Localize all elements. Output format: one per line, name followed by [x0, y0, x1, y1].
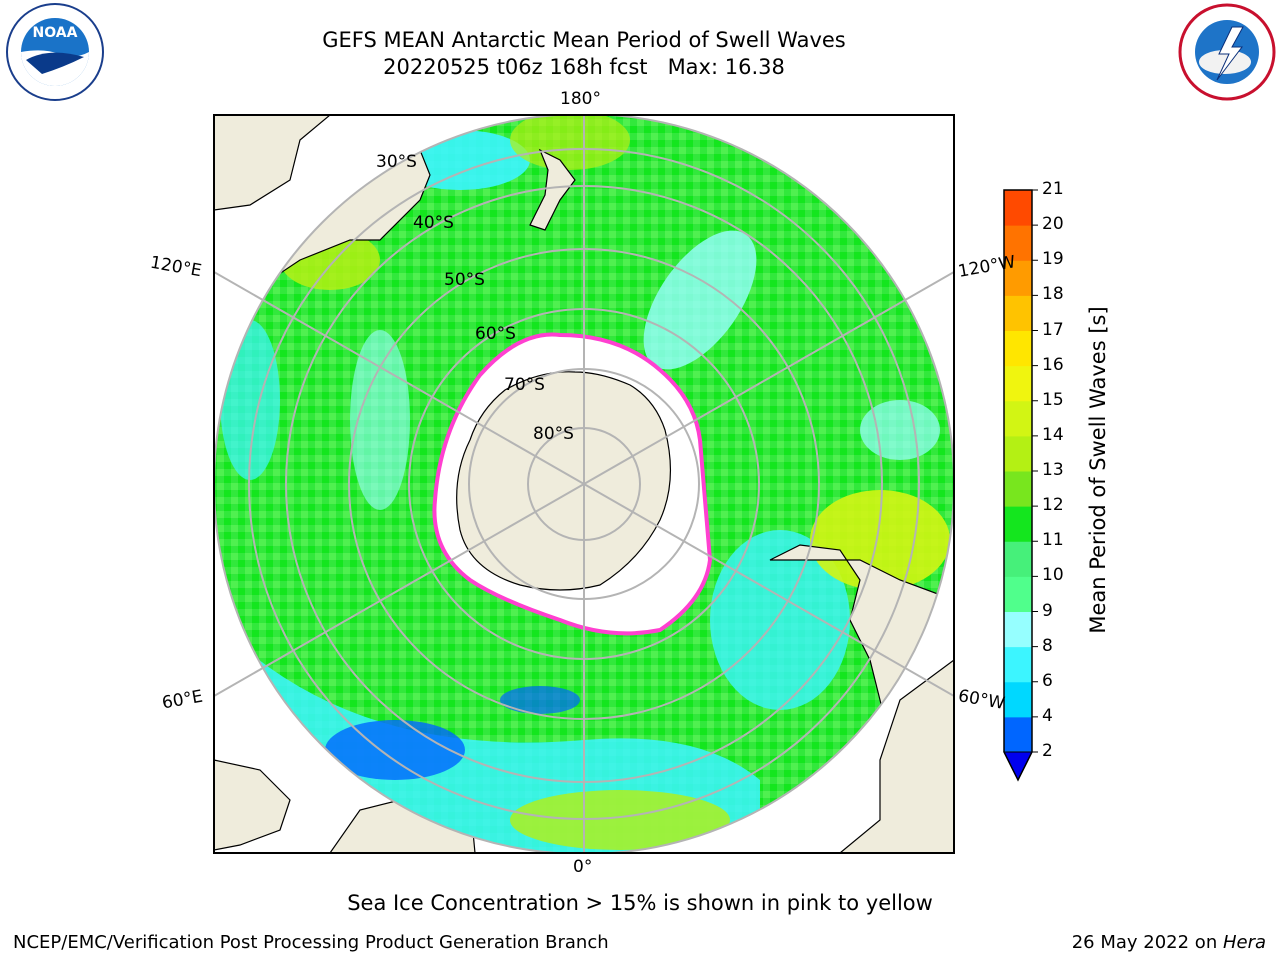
footer-machine: Hera: [1222, 932, 1266, 953]
colorbar-segment: [1004, 646, 1032, 683]
colorbar-label: Mean Period of Swell Waves [s]: [1086, 306, 1110, 634]
colorbar-tick-label: 8: [1042, 635, 1053, 656]
colorbar-tick-label: 21: [1042, 179, 1064, 199]
colorbar-tick-label: 19: [1042, 249, 1064, 270]
land-madagascar-edge: [214, 759, 291, 851]
colorbar-tick-label: 2: [1042, 741, 1053, 761]
lat-label-30s: 30°S: [376, 152, 417, 172]
lat-label-50s: 50°S: [444, 270, 485, 290]
colorbar-tick-label: 6: [1042, 670, 1053, 691]
colorbar-segment: [1004, 541, 1032, 577]
colorbar-extend-triangle: [1003, 751, 1033, 782]
colorbar-segment: [1004, 716, 1032, 753]
colorbar-tick-label: 13: [1042, 460, 1064, 480]
lon-label-0: 0°: [573, 857, 593, 877]
colorbar-segment: [1004, 190, 1032, 226]
colorbar-border: [1003, 189, 1033, 782]
footer-date-text: 26 May 2022 on: [1071, 932, 1223, 953]
sea-ice-note: Sea Ice Concentration > 15% is shown in …: [347, 891, 933, 915]
footer-branch: NCEP/EMC/Verification Post Processing Pr…: [13, 932, 609, 953]
colorbar-tick-label: 12: [1042, 495, 1064, 516]
land-south-america-edge: [839, 659, 954, 853]
lat-label-80s: 80°S: [533, 424, 574, 444]
colorbar-tick-label: 14: [1042, 424, 1064, 445]
colorbar-segment: [1004, 365, 1032, 402]
land-new-zealand: [529, 148, 576, 231]
colorbar-tick-label: 16: [1042, 354, 1064, 375]
colorbar-segment: [1004, 611, 1032, 648]
colorbar-segment: [1004, 260, 1032, 296]
colorbar-segment: [1004, 471, 1032, 507]
colorbar-tick-label: 15: [1042, 389, 1064, 410]
chart-title: GEFS MEAN Antarctic Mean Period of Swell…: [322, 28, 846, 52]
colorbar-segment: [1004, 435, 1032, 472]
colorbar-segment: [1004, 400, 1032, 437]
chart-subtitle: 20220525 t06z 168h fcst Max: 16.38: [383, 55, 785, 79]
colorbar-segment: [1004, 330, 1032, 367]
lat-label-60s: 60°S: [475, 324, 516, 344]
noaa-logo-text: NOAA: [33, 25, 78, 41]
colorbar-segment: [1004, 681, 1032, 718]
colorbar: [1003, 189, 1038, 782]
colorbar-tick-label: 4: [1042, 705, 1053, 726]
land-australia-edge: [214, 115, 331, 211]
colorbar-tick-label: 9: [1042, 600, 1053, 621]
colorbar-tick-label: 17: [1042, 319, 1064, 340]
land-antarctica: [456, 371, 672, 591]
colorbar-tick-label: 18: [1042, 284, 1064, 305]
map-frame: [213, 114, 955, 854]
colorbar-segment: [1004, 576, 1032, 612]
colorbar-tick-label: 10: [1042, 565, 1064, 586]
lat-label-70s: 70°S: [504, 375, 545, 395]
colorbar-tick-label: 20: [1042, 214, 1064, 235]
graticule: [214, 115, 954, 853]
lat-label-40s: 40°S: [413, 213, 454, 233]
colorbar-segment: [1004, 295, 1032, 331]
colorbar-tick-label: 11: [1042, 530, 1064, 551]
nws-logo-icon: [1178, 3, 1276, 101]
colorbar-segment: [1004, 506, 1032, 542]
footer-date: 26 May 2022 on Hera: [1072, 932, 1266, 953]
colorbar-segment: [1004, 225, 1032, 261]
lon-label-180: 180°: [560, 89, 601, 109]
noaa-logo-icon: NOAA: [6, 3, 104, 101]
